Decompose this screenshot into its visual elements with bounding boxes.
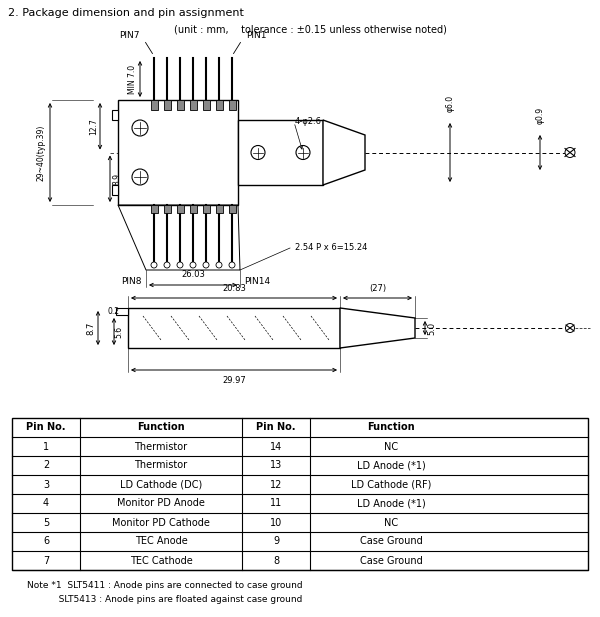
Text: TEC Anode: TEC Anode bbox=[134, 537, 187, 547]
Circle shape bbox=[203, 262, 209, 268]
Text: 8: 8 bbox=[273, 555, 279, 566]
Text: Pin No.: Pin No. bbox=[26, 423, 66, 433]
Text: LD Cathode (DC): LD Cathode (DC) bbox=[120, 479, 202, 489]
Circle shape bbox=[565, 147, 575, 157]
Circle shape bbox=[190, 262, 196, 268]
Text: 4-φ2.6: 4-φ2.6 bbox=[295, 117, 322, 126]
Text: 8.9: 8.9 bbox=[112, 173, 121, 184]
Text: Thermistor: Thermistor bbox=[134, 460, 188, 471]
Text: 7: 7 bbox=[43, 555, 49, 566]
Text: TEC Cathode: TEC Cathode bbox=[130, 555, 193, 566]
Bar bbox=[176, 100, 184, 110]
Text: Case Ground: Case Ground bbox=[359, 555, 422, 566]
Circle shape bbox=[296, 146, 310, 160]
Text: Function: Function bbox=[137, 423, 185, 433]
Bar bbox=[176, 205, 184, 213]
Text: 11: 11 bbox=[270, 499, 282, 508]
Text: φ0.9: φ0.9 bbox=[536, 107, 545, 124]
Text: SLT5413 : Anode pins are floated against case ground: SLT5413 : Anode pins are floated against… bbox=[27, 595, 302, 605]
Text: 29~40(typ.39): 29~40(typ.39) bbox=[37, 124, 46, 181]
Text: 2: 2 bbox=[43, 460, 49, 471]
Text: Monitor PD Cathode: Monitor PD Cathode bbox=[112, 518, 210, 528]
Bar bbox=[112, 110, 118, 120]
Text: NC: NC bbox=[384, 518, 398, 528]
Text: 1: 1 bbox=[43, 442, 49, 452]
Bar bbox=[128, 308, 340, 348]
Bar bbox=[190, 100, 197, 110]
Circle shape bbox=[164, 262, 170, 268]
Text: 29.97: 29.97 bbox=[222, 376, 246, 385]
Text: 26.03: 26.03 bbox=[181, 270, 205, 279]
Bar bbox=[238, 120, 323, 185]
Bar bbox=[215, 100, 223, 110]
Bar bbox=[151, 100, 157, 110]
Text: 12: 12 bbox=[270, 479, 282, 489]
Text: PIN1: PIN1 bbox=[246, 31, 266, 41]
Text: MIN 7.0: MIN 7.0 bbox=[128, 64, 137, 94]
Bar bbox=[118, 100, 238, 205]
Bar bbox=[229, 100, 235, 110]
Bar bbox=[163, 205, 170, 213]
Text: Pin No.: Pin No. bbox=[256, 423, 296, 433]
Bar bbox=[151, 205, 157, 213]
Text: φ6.0: φ6.0 bbox=[445, 95, 455, 112]
Polygon shape bbox=[340, 308, 415, 348]
Text: 2. Package dimension and pin assignment: 2. Package dimension and pin assignment bbox=[8, 8, 244, 18]
Text: 2.54 P x 6=15.24: 2.54 P x 6=15.24 bbox=[295, 244, 367, 252]
Circle shape bbox=[151, 262, 157, 268]
Circle shape bbox=[251, 146, 265, 160]
Text: 4: 4 bbox=[43, 499, 49, 508]
Bar bbox=[203, 100, 209, 110]
Circle shape bbox=[216, 262, 222, 268]
Text: 5.0: 5.0 bbox=[427, 321, 436, 334]
Text: (27): (27) bbox=[369, 284, 386, 293]
Text: Note *1  SLT5411 : Anode pins are connected to case ground: Note *1 SLT5411 : Anode pins are connect… bbox=[27, 581, 302, 590]
Text: 5: 5 bbox=[43, 518, 49, 528]
Text: 5.6: 5.6 bbox=[114, 325, 123, 337]
Text: LD Anode (*1): LD Anode (*1) bbox=[356, 499, 425, 508]
Text: 20.83: 20.83 bbox=[222, 284, 246, 293]
Circle shape bbox=[229, 262, 235, 268]
Text: 3: 3 bbox=[43, 479, 49, 489]
Text: LD Anode (*1): LD Anode (*1) bbox=[356, 460, 425, 471]
Circle shape bbox=[132, 120, 148, 136]
Bar bbox=[229, 205, 235, 213]
Text: Thermistor: Thermistor bbox=[134, 442, 188, 452]
Text: 0.2: 0.2 bbox=[108, 307, 120, 316]
Circle shape bbox=[566, 323, 575, 333]
Text: PIN7: PIN7 bbox=[119, 31, 140, 41]
Bar bbox=[215, 205, 223, 213]
Bar bbox=[12, 418, 588, 570]
Text: 9: 9 bbox=[273, 537, 279, 547]
Text: 13: 13 bbox=[270, 460, 282, 471]
Text: Function: Function bbox=[367, 423, 415, 433]
Text: 8.7: 8.7 bbox=[86, 321, 95, 334]
Bar bbox=[112, 185, 118, 195]
Text: NC: NC bbox=[384, 442, 398, 452]
Text: PIN8: PIN8 bbox=[121, 277, 142, 286]
Text: 14: 14 bbox=[270, 442, 282, 452]
Text: 6: 6 bbox=[43, 537, 49, 547]
Text: Case Ground: Case Ground bbox=[359, 537, 422, 547]
Text: 10: 10 bbox=[270, 518, 282, 528]
Polygon shape bbox=[323, 120, 365, 185]
Text: LD Cathode (RF): LD Cathode (RF) bbox=[351, 479, 431, 489]
Bar bbox=[203, 205, 209, 213]
Circle shape bbox=[132, 169, 148, 185]
Text: 12.7: 12.7 bbox=[89, 118, 98, 135]
Text: Monitor PD Anode: Monitor PD Anode bbox=[117, 499, 205, 508]
Text: (unit : mm,    tolerance : ±0.15 unless otherwise noted): (unit : mm, tolerance : ±0.15 unless oth… bbox=[173, 25, 446, 35]
Bar bbox=[190, 205, 197, 213]
Bar bbox=[163, 100, 170, 110]
Bar bbox=[116, 308, 128, 315]
Text: PIN14: PIN14 bbox=[244, 277, 270, 286]
Circle shape bbox=[177, 262, 183, 268]
